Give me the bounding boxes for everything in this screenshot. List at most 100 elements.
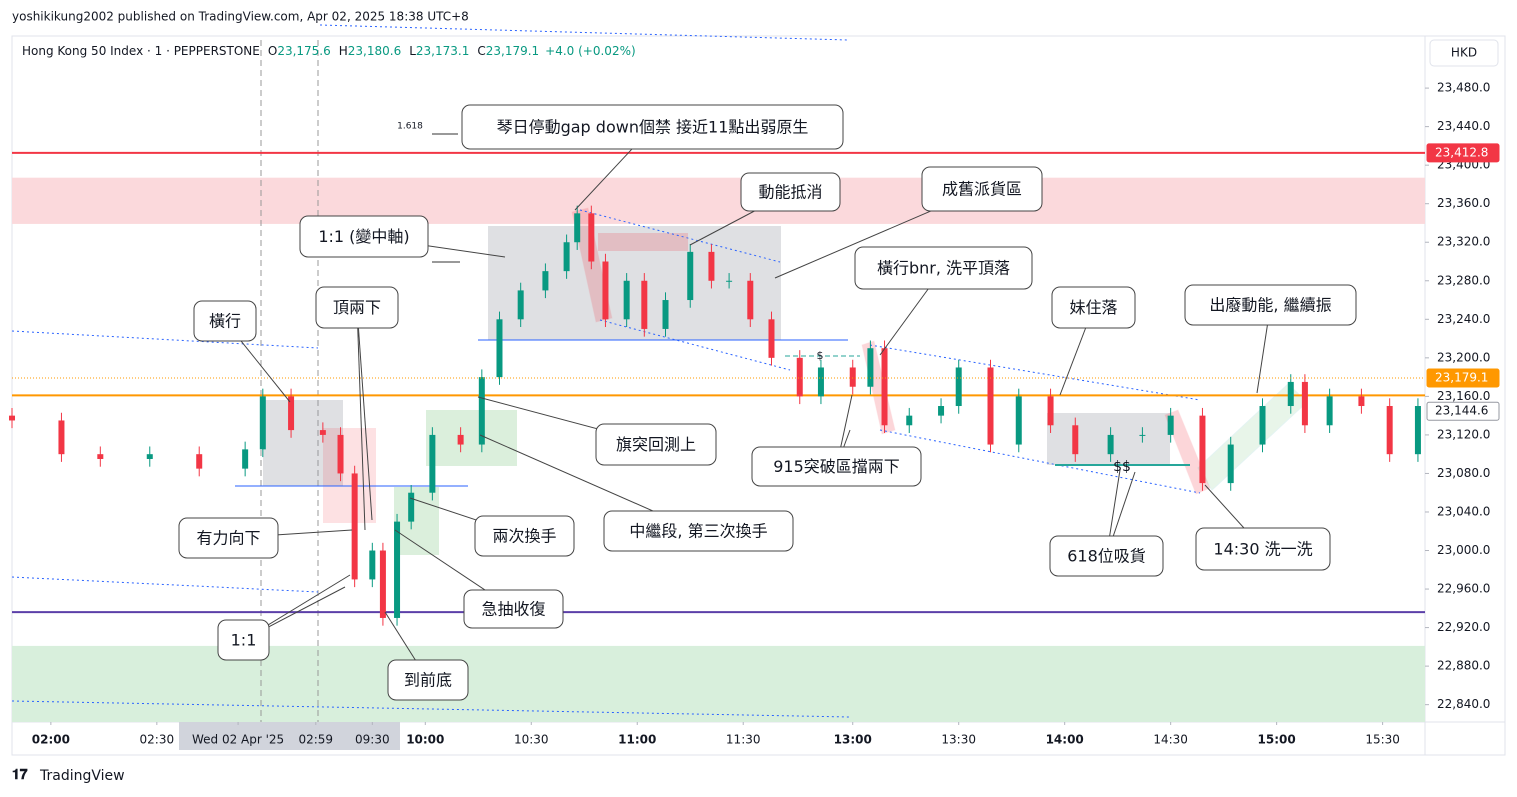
candle-body — [196, 454, 203, 469]
candle-body — [796, 357, 803, 397]
candle-body — [1301, 381, 1308, 426]
trend-line — [319, 24, 849, 41]
candle-body — [242, 449, 249, 469]
brand-logo: 𝟏𝟕 — [12, 767, 28, 783]
readout-part: H — [339, 44, 348, 58]
candle-body — [938, 406, 945, 416]
red-box — [598, 233, 688, 251]
x-tick-label: 02:30 — [140, 733, 175, 747]
trend-line — [11, 576, 319, 593]
annotation: 1:1 — [231, 631, 257, 650]
price-label: 23,179.1 — [1435, 370, 1488, 384]
readout-part: 23,173.1 — [416, 44, 469, 58]
candle-body — [496, 319, 503, 378]
x-tick-label: 14:30 — [1153, 733, 1188, 747]
readout-part: O — [268, 44, 277, 58]
candle-body — [259, 396, 266, 450]
trend-line — [869, 344, 1201, 401]
price-label-bg — [1426, 401, 1500, 421]
x-tick-label: 02:59 — [298, 733, 333, 747]
candle-body — [58, 420, 65, 455]
candle-body — [623, 280, 630, 320]
annotation-box — [751, 446, 922, 487]
candle-body — [1414, 406, 1421, 455]
annotation: 14:30 洗一洗 — [1213, 540, 1312, 559]
trend-line — [11, 330, 319, 349]
candle-body — [97, 454, 104, 459]
candle-body — [817, 367, 824, 397]
candle-body — [1287, 381, 1294, 407]
candle-body — [1167, 415, 1174, 435]
readout-part: C — [477, 44, 485, 58]
candle-body — [408, 492, 415, 522]
candle-body — [747, 280, 754, 320]
candle-body — [319, 430, 326, 435]
y-tick-label: 23,360.0 — [1437, 196, 1490, 210]
readout-part: 23,180.6 — [348, 44, 401, 58]
y-tick-label: 23,480.0 — [1437, 81, 1490, 95]
chart-label: $$ — [1113, 459, 1131, 475]
annotation-box — [921, 166, 1043, 212]
annotation-box — [854, 246, 1033, 290]
annotation: 成舊派貨區 — [942, 180, 1022, 199]
candle-body — [457, 434, 464, 445]
y-tick-label: 22,880.0 — [1437, 659, 1490, 673]
readout-part: +4.0 (+0.02%) — [545, 44, 636, 58]
candle-body — [574, 213, 581, 243]
candle-body — [867, 348, 874, 387]
annotation-box — [1184, 284, 1357, 326]
annotation-box — [387, 659, 469, 701]
y-tick-label: 23,040.0 — [1437, 504, 1490, 518]
y-tick-label: 22,840.0 — [1437, 697, 1490, 711]
drawings-background — [11, 24, 1308, 722]
candle-body — [1358, 396, 1365, 407]
annotation: 618位吸貨 — [1067, 547, 1146, 566]
annotation-box — [217, 619, 270, 661]
candle-body — [1259, 406, 1266, 445]
y-tick-label: 23,160.0 — [1437, 389, 1490, 403]
annotation: 急抽收復 — [481, 600, 545, 619]
annotation: 旗突回測上 — [616, 435, 696, 454]
x-tick-label: 14:00 — [1046, 733, 1084, 747]
chart-label: 1.618 — [397, 122, 423, 132]
annotation: 琴日停動gap down個禁 接近11點出弱原生 — [497, 118, 809, 137]
price-label-bg — [1426, 368, 1500, 388]
annotation-box — [299, 215, 429, 258]
candle-body — [1047, 396, 1054, 426]
candle-body — [542, 271, 549, 291]
candle-body — [1326, 396, 1333, 426]
annotation: 動能抵消 — [758, 183, 822, 202]
red-channel — [861, 340, 896, 435]
candle-body — [1015, 396, 1022, 445]
annotation: 橫行 — [209, 312, 241, 331]
annotation: 頂兩下 — [333, 298, 381, 317]
annotation: 1:1 (變中軸) — [318, 227, 409, 246]
annotation-box — [1195, 527, 1331, 571]
candle-body — [881, 348, 888, 426]
x-tick-label: 09:30 — [355, 733, 390, 747]
chart-label: $ — [817, 349, 824, 362]
readout-part: 23,175.6 — [277, 44, 330, 58]
candle-body — [1139, 434, 1146, 436]
candle-body — [369, 550, 376, 580]
x-tick-label: 13:30 — [941, 733, 976, 747]
annotation-box — [1051, 286, 1136, 329]
x-tick-label: 10:30 — [514, 733, 549, 747]
candle-body — [906, 415, 913, 426]
x-tick-label: 15:00 — [1258, 733, 1296, 747]
readout-part: Hong Kong 50 Index · 1 · PEPPERSTONE — [22, 44, 260, 58]
y-tick-label: 23,120.0 — [1437, 427, 1490, 441]
annotation-box — [740, 172, 841, 212]
time-highlight — [179, 722, 400, 750]
y-tick-label: 22,960.0 — [1437, 582, 1490, 596]
x-tick-label: 13:00 — [834, 733, 872, 747]
y-tick-label: 23,000.0 — [1437, 543, 1490, 557]
candle-body — [429, 434, 436, 493]
callout-line — [356, 307, 366, 531]
candle-body — [1199, 415, 1206, 484]
candle-body — [351, 473, 358, 580]
red-channel — [571, 207, 613, 323]
y-tick-label: 23,200.0 — [1437, 350, 1490, 364]
annotation-box — [595, 423, 717, 466]
